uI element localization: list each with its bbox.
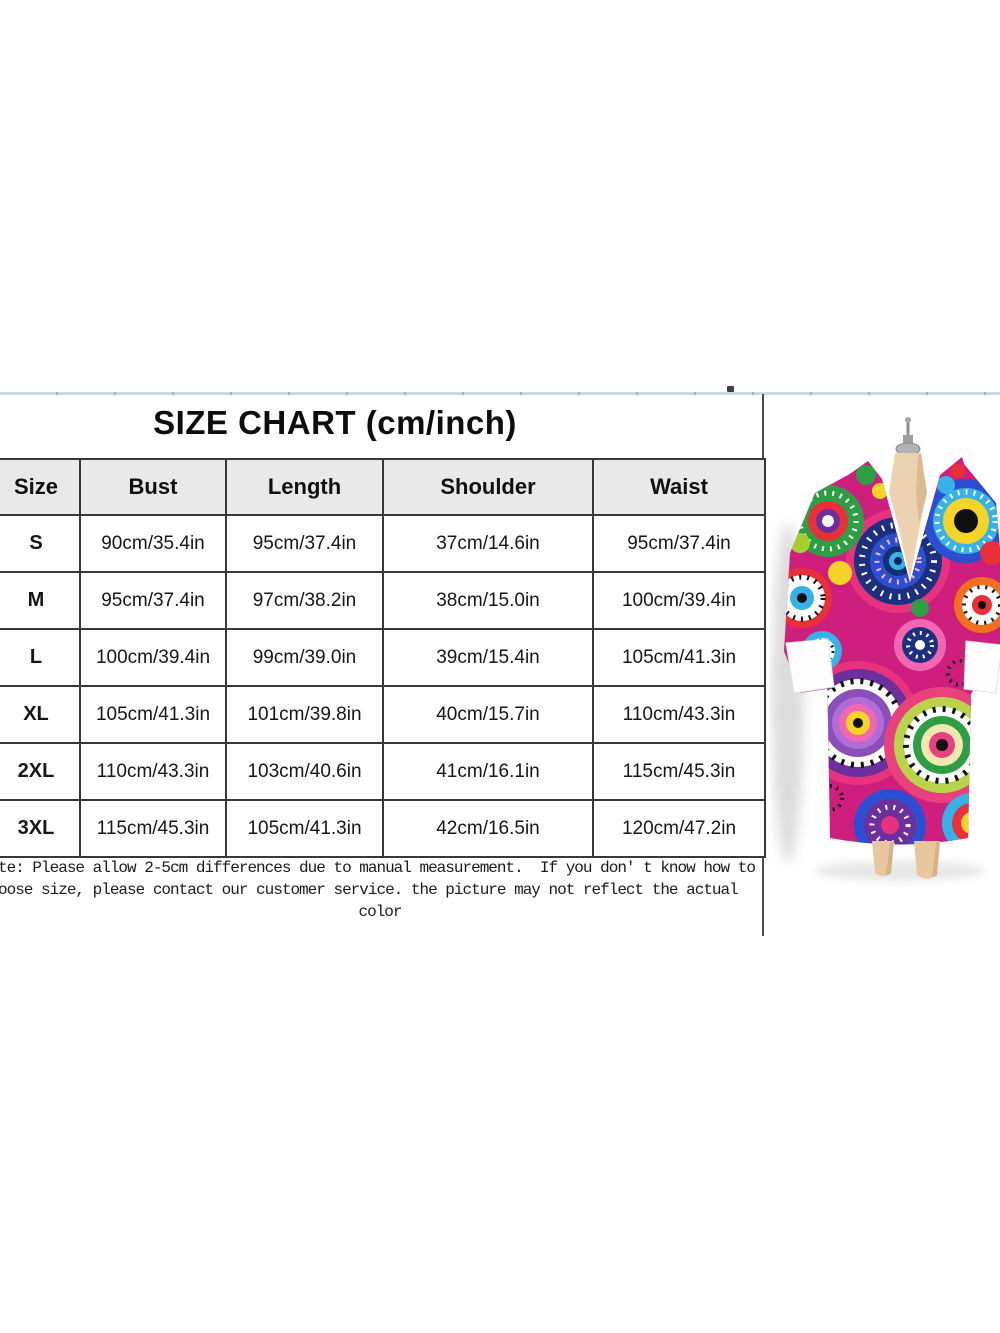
- measurement-cell: 115cm/45.3in: [79, 799, 227, 858]
- measurement-cell: 101cm/39.8in: [225, 685, 384, 744]
- table-row: XL 105cm/41.3in 101cm/39.8in 40cm/15.7in 110…: [0, 685, 766, 744]
- measurement-cell: 99cm/39.0in: [225, 628, 384, 687]
- measurement-cell: 105cm/41.3in: [592, 628, 766, 687]
- size-table: Size Bust Length Shoulder Waist S 90cm/35.4in…: [0, 458, 766, 858]
- measurement-cell: 115cm/45.3in: [592, 742, 766, 801]
- measurement-cell: 41cm/16.1in: [382, 742, 594, 801]
- size-label: 3XL: [0, 799, 81, 858]
- table-row: 2XL 110cm/43.3in 103cm/40.6in 41cm/16.1in 11…: [0, 742, 766, 801]
- measurement-cell: 105cm/41.3in: [79, 685, 227, 744]
- mannequin-neck-shade: [916, 453, 927, 523]
- size-label: XL: [0, 685, 81, 744]
- col-header-shoulder: Shoulder: [382, 458, 594, 516]
- right-cuff: [963, 640, 1000, 694]
- measurement-cell: 97cm/38.2in: [225, 571, 384, 630]
- size-label: S: [0, 514, 81, 573]
- col-header-waist: Waist: [592, 458, 766, 516]
- mannequin-finial: [895, 417, 921, 456]
- shadow-floor: [815, 861, 985, 881]
- measurement-cell: 39cm/15.4in: [382, 628, 594, 687]
- measurement-cell: 110cm/43.3in: [79, 742, 227, 801]
- size-label: L: [0, 628, 81, 687]
- measurement-cell: 95cm/37.4in: [592, 514, 766, 573]
- note-line-2: oose size, please contact our customer s…: [0, 881, 739, 899]
- measurement-cell: 38cm/15.0in: [382, 571, 594, 630]
- table-row: L 100cm/39.4in 99cm/39.0in 39cm/15.4in 105cm…: [0, 628, 766, 687]
- left-cuff: [785, 638, 835, 694]
- page-title: SIZE CHART (cm/inch): [153, 404, 517, 441]
- size-label: 2XL: [0, 742, 81, 801]
- header-row: Size Bust Length Shoulder Waist: [0, 458, 766, 516]
- col-header-length: Length: [225, 458, 384, 516]
- measurement-cell: 110cm/43.3in: [592, 685, 766, 744]
- size-table-body: S 90cm/35.4in 95cm/37.4in 37cm/14.6in 95cm/3…: [0, 514, 766, 858]
- table-row: M 95cm/37.4in 97cm/38.2in 38cm/15.0in 100cm/…: [0, 571, 766, 630]
- measurement-cell: 40cm/15.7in: [382, 685, 594, 744]
- table-row: 3XL 115cm/45.3in 105cm/41.3in 42cm/16.5in 12…: [0, 799, 766, 858]
- top-hairline: [0, 392, 1000, 395]
- note-line-1: te: Please allow 2-5cm differences due t…: [0, 859, 756, 877]
- measurement-cell: 105cm/41.3in: [225, 799, 384, 858]
- mannequin-legs: [872, 841, 940, 879]
- measurement-cell: 103cm/40.6in: [225, 742, 384, 801]
- measurement-cell: 100cm/39.4in: [79, 628, 227, 687]
- measurement-cell: 100cm/39.4in: [592, 571, 766, 630]
- col-header-size: Size: [0, 458, 81, 516]
- measurement-cell: 37cm/14.6in: [382, 514, 594, 573]
- measurement-cell: 42cm/16.5in: [382, 799, 594, 858]
- col-header-bust: Bust: [79, 458, 227, 516]
- size-table-head: Size Bust Length Shoulder Waist: [0, 458, 766, 516]
- measurement-cell: 120cm/47.2in: [592, 799, 766, 858]
- table-row: S 90cm/35.4in 95cm/37.4in 37cm/14.6in 95cm/3…: [0, 514, 766, 573]
- note-line-3: color: [358, 903, 402, 921]
- size-label: M: [0, 571, 81, 630]
- hairline-dot: [727, 386, 734, 392]
- measurement-cell: 90cm/35.4in: [79, 514, 227, 573]
- measurement-cell: 95cm/37.4in: [225, 514, 384, 573]
- product-photo: [772, 417, 1000, 881]
- measurement-cell: 95cm/37.4in: [79, 571, 227, 630]
